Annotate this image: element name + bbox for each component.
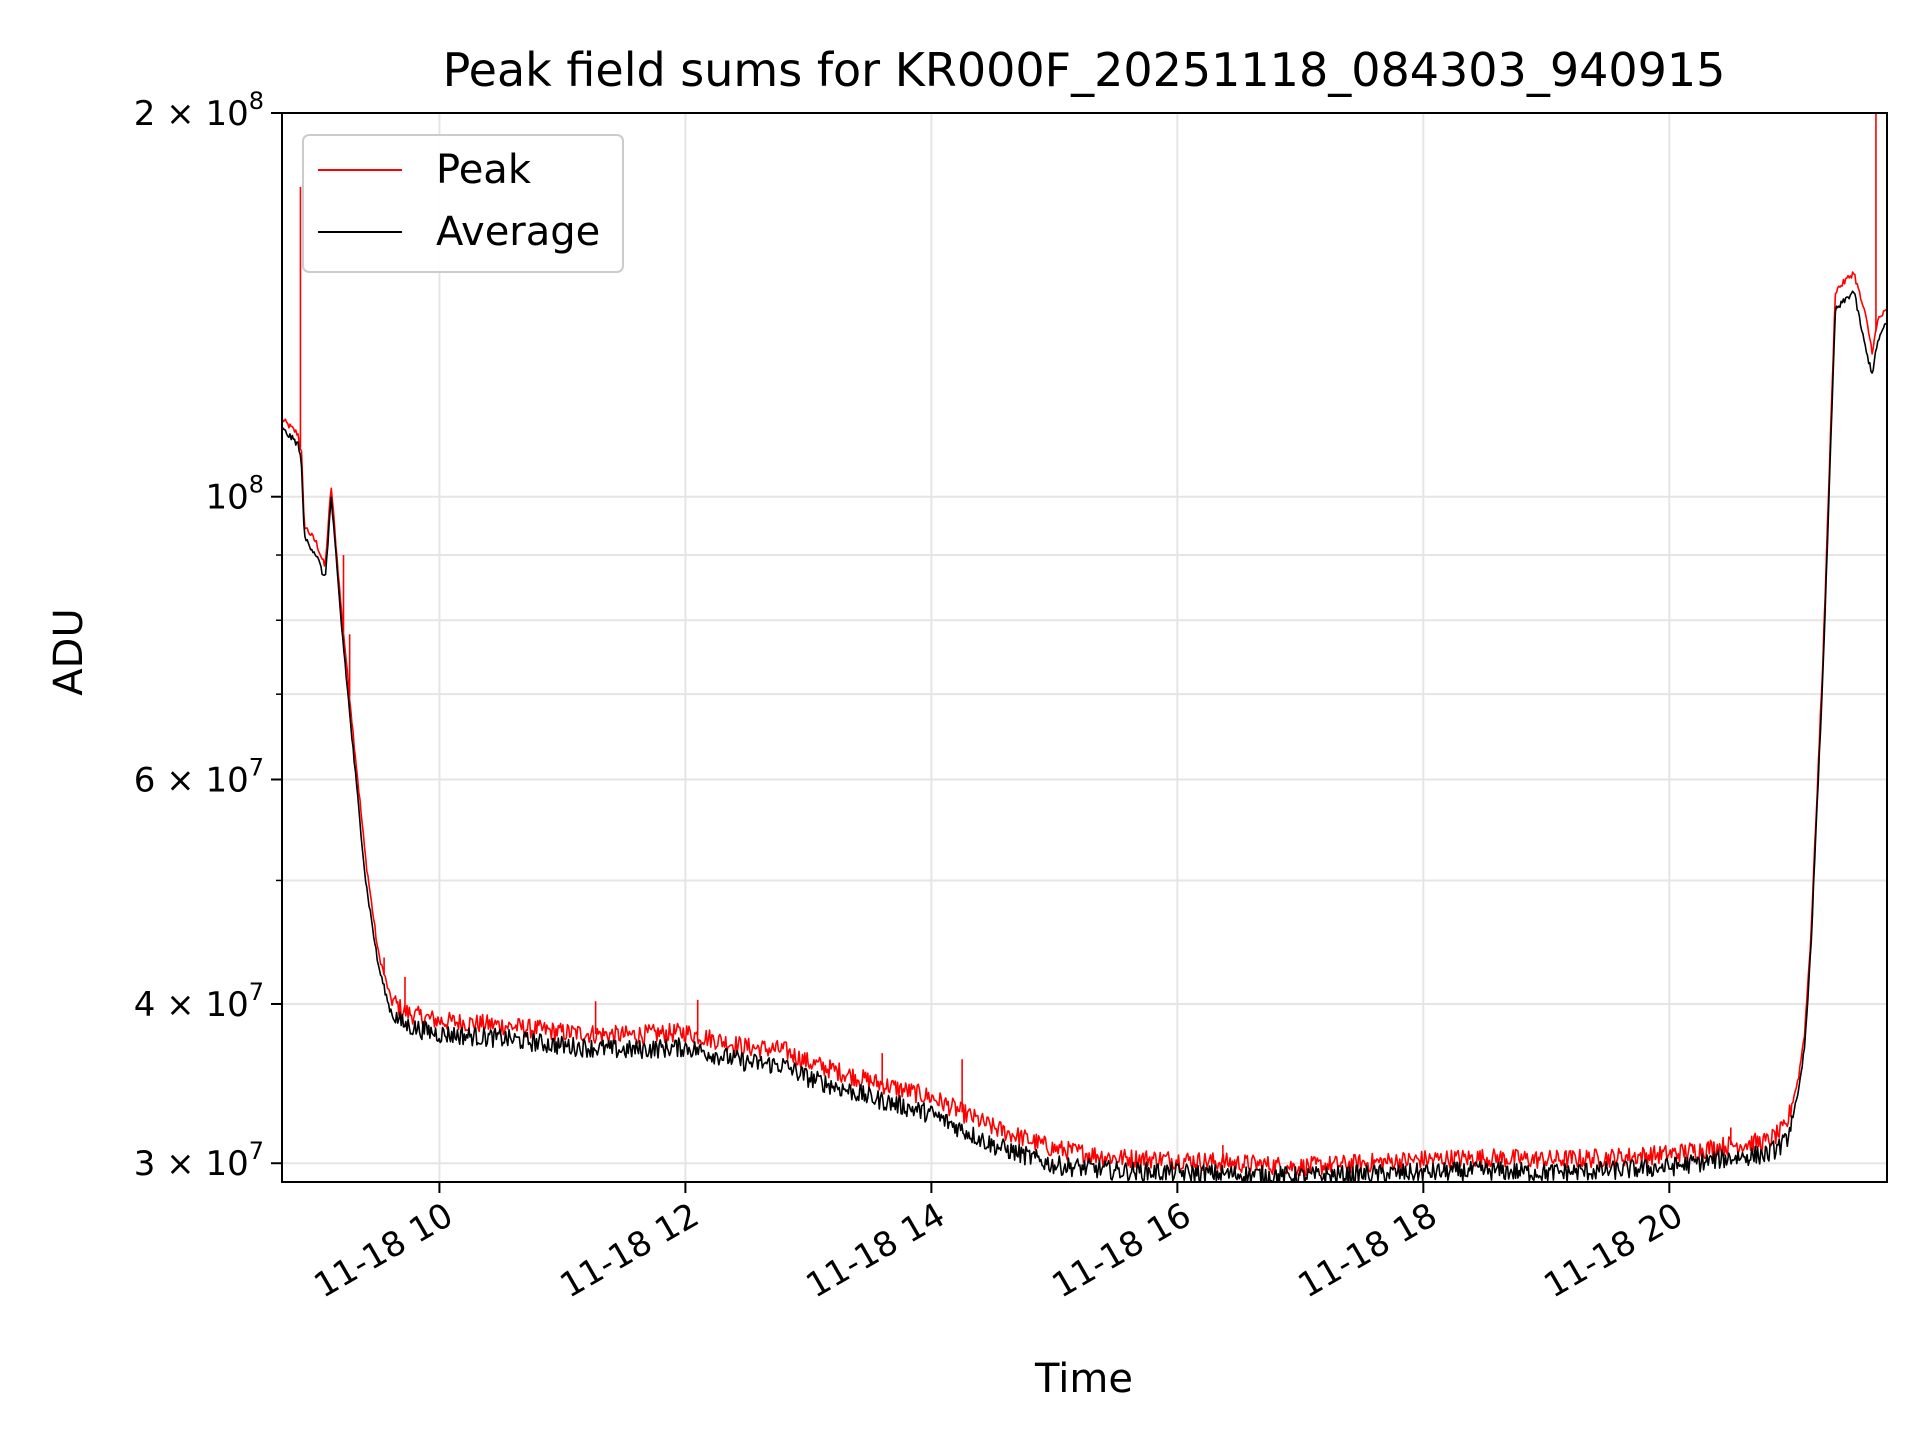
legend-label-peak: Peak [436, 147, 532, 193]
legend-label-average: Average [436, 209, 600, 255]
plot-area [282, 113, 1887, 1182]
y-tick-label: 4 × 107 [134, 978, 264, 1025]
legend: Peak Average [302, 134, 624, 273]
x-tick-label: 11-18 14 [799, 1195, 951, 1306]
y-tick-label: 3 × 107 [134, 1137, 264, 1184]
x-axis-label: Time [1034, 1356, 1133, 1402]
y-tick-label: 6 × 107 [134, 754, 264, 801]
series-layer [282, 113, 1887, 1182]
y-axis-label: ADU [46, 608, 92, 695]
x-tick-label: 11-18 12 [554, 1195, 706, 1306]
y-axis: 3 × 107 4 × 107 6 × 107 108 2 × 108 [134, 87, 282, 1184]
plot-frame [281, 112, 1888, 1183]
chart-title: Peak field sums for KR000F_20251118_0843… [443, 43, 1726, 97]
x-tick-label: 11-18 10 [308, 1195, 460, 1306]
x-axis: 11-18 10 11-18 12 11-18 14 11-18 16 11-18 18… [308, 1182, 1690, 1306]
x-tick-label: 11-18 18 [1291, 1195, 1443, 1306]
series-line-average [282, 290, 1887, 1182]
y-tick-label: 2 × 108 [134, 87, 264, 134]
y-tick-label: 108 [205, 471, 264, 518]
series-average [282, 290, 1887, 1182]
x-tick-label: 11-18 20 [1537, 1195, 1689, 1306]
x-tick-label: 11-18 16 [1045, 1195, 1197, 1306]
